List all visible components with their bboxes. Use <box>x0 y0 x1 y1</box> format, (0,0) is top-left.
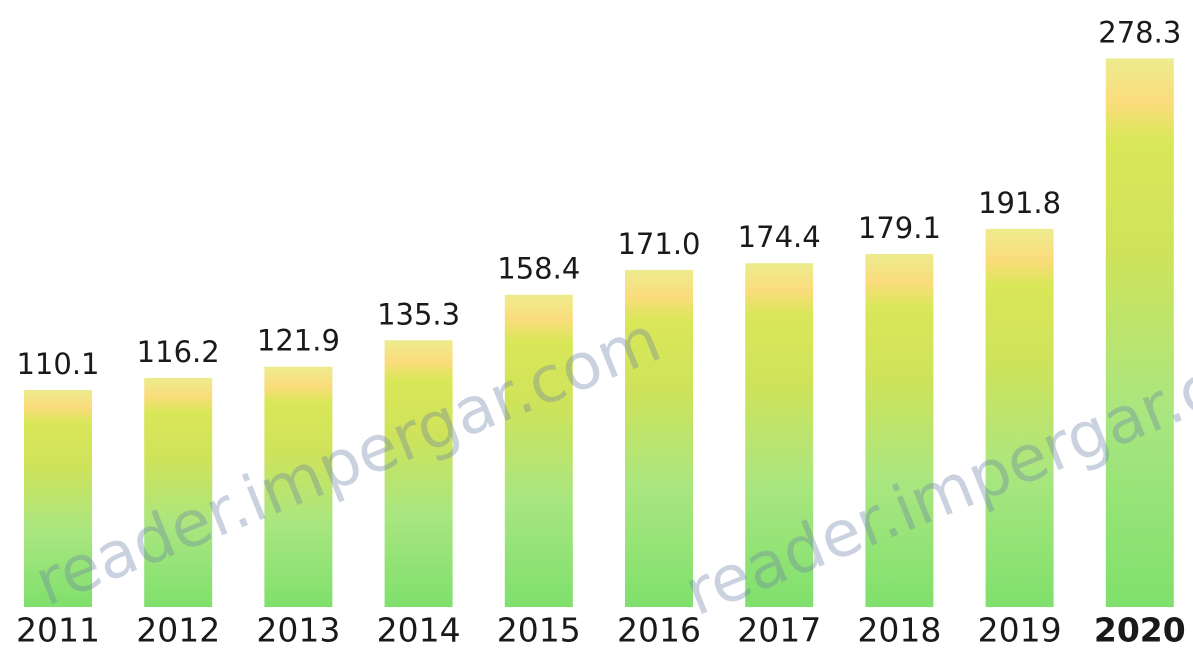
bar <box>384 340 453 607</box>
x-tick-label: 2014 <box>377 611 461 650</box>
bar <box>865 253 934 607</box>
value-label: 191.8 <box>978 186 1061 220</box>
x-tick-label: 2017 <box>737 611 821 650</box>
value-label: 174.4 <box>738 220 821 254</box>
x-tick-label: 2020 <box>1094 611 1186 650</box>
bar <box>144 377 213 607</box>
value-label: 179.1 <box>858 211 941 245</box>
x-tick-label: 2016 <box>617 611 701 650</box>
x-tick-label: 2019 <box>978 611 1062 650</box>
x-tick-label: 2018 <box>857 611 941 650</box>
bar <box>745 263 814 607</box>
bar <box>985 228 1054 607</box>
value-label: 135.3 <box>377 297 460 331</box>
value-label: 110.1 <box>16 347 99 381</box>
x-tick-label: 2015 <box>497 611 581 650</box>
value-label: 121.9 <box>257 324 340 358</box>
watermark: reader.impergar.com <box>25 303 671 621</box>
bar <box>504 294 573 607</box>
bars <box>24 58 1174 607</box>
x-tick-label: 2011 <box>16 611 100 650</box>
value-label: 278.3 <box>1098 15 1181 49</box>
bar <box>625 269 693 607</box>
bar <box>1105 58 1174 607</box>
value-label: 158.4 <box>497 252 580 286</box>
bar <box>24 389 92 607</box>
value-label: 116.2 <box>137 335 220 369</box>
value-label: 171.0 <box>617 227 700 261</box>
x-tick-label: 2013 <box>256 611 340 650</box>
x-tick-label: 2012 <box>136 611 220 650</box>
bar <box>264 366 333 607</box>
